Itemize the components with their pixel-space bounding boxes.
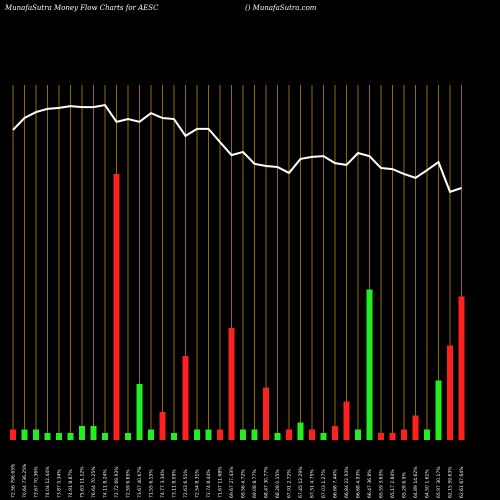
x-tick-label: 72.63 6.51% bbox=[183, 469, 189, 498]
volume-bar bbox=[297, 422, 304, 440]
x-tick-label: 66.68 4.93% bbox=[356, 469, 362, 498]
volume-bar bbox=[136, 384, 143, 440]
volume-bar bbox=[240, 429, 246, 440]
x-tick-label: 72.72 69.93% bbox=[114, 466, 120, 498]
x-tick-label: 66.84 22.93% bbox=[344, 466, 350, 498]
volume-bar bbox=[33, 429, 39, 440]
x-tick-label: 68.47 30.77% bbox=[264, 466, 270, 498]
volume-bar bbox=[79, 426, 85, 440]
x-tick-label: 65.59 3.63% bbox=[379, 469, 385, 498]
volume-bar bbox=[412, 415, 419, 440]
money-flow-line bbox=[12, 103, 462, 194]
volume-bar bbox=[389, 433, 396, 440]
x-tick-label: 69.56 4.72% bbox=[241, 469, 247, 498]
volume-bar bbox=[366, 289, 373, 440]
volume-bar bbox=[125, 433, 131, 440]
x-tick-label: 67.91 2.72% bbox=[287, 469, 293, 498]
x-tick-label: 71.55 6.15% bbox=[149, 469, 155, 498]
x-tick-label: 72.54 8.31% bbox=[195, 469, 201, 498]
x-tick-label: 74.77 3.34% bbox=[160, 469, 166, 498]
volume-bar bbox=[401, 429, 407, 440]
x-tick-label: 72.59 6.65% bbox=[126, 469, 132, 498]
volume-bar bbox=[447, 345, 453, 440]
volume-bar bbox=[286, 429, 292, 440]
x-tick-label: 64.89 14.62% bbox=[413, 466, 419, 498]
volume-bar bbox=[309, 429, 315, 440]
x-tick-label: 62.15 59.63% bbox=[448, 466, 454, 498]
x-tick-label: 67.31 4.75% bbox=[310, 469, 316, 498]
x-tick-label: 73.67 40.67% bbox=[137, 466, 143, 498]
x-tick-label: 69.67 27.43% bbox=[229, 466, 235, 498]
volume-bar bbox=[355, 429, 361, 440]
volume-bar bbox=[102, 433, 108, 440]
volume-bar bbox=[251, 429, 258, 440]
volume-bar bbox=[378, 433, 384, 440]
x-tick-label: 73.11 8.09% bbox=[172, 469, 178, 498]
x-tick-label: 68.28 0.15% bbox=[275, 469, 281, 498]
volume-bar bbox=[274, 433, 281, 440]
volume-bar bbox=[56, 433, 62, 440]
x-tick-label: 67.03 1.27% bbox=[321, 469, 327, 498]
volume-bar bbox=[10, 429, 16, 440]
volume-bar bbox=[205, 429, 212, 440]
volume-bar bbox=[435, 380, 442, 440]
x-tick-label: 66.66 7.44% bbox=[333, 469, 339, 498]
volume-bar bbox=[159, 412, 166, 440]
volume-bar bbox=[67, 433, 74, 440]
x-tick-label: 74.11 8.24% bbox=[103, 469, 109, 498]
x-tick-label: 66.47 36.8% bbox=[367, 469, 373, 498]
x-tick-label: 65.97 30.17% bbox=[436, 466, 442, 498]
x-tick-label: 73.87 0.34% bbox=[57, 469, 63, 498]
x-tick-label: 69.08 8.77% bbox=[252, 469, 258, 498]
x-tick-label: 73.67 70.36% bbox=[34, 466, 40, 498]
x-tick-label: 72.56 796.65% bbox=[11, 463, 17, 498]
x-tick-label: 65.28 6.9% bbox=[402, 472, 408, 498]
volume-bar bbox=[332, 426, 338, 440]
x-tick-label: 70.64 736.25% bbox=[22, 463, 28, 498]
chart-title: MunafaSutra Money Flow Charts for AESC bbox=[4, 4, 159, 12]
volume-bar bbox=[113, 174, 120, 440]
volume-bar bbox=[148, 429, 154, 440]
x-tick-label: 71.67 11.68% bbox=[218, 466, 224, 498]
volume-bar bbox=[44, 433, 51, 440]
volume-bar bbox=[263, 387, 269, 440]
volume-bar bbox=[21, 429, 28, 440]
volume-bar bbox=[171, 433, 177, 440]
volume-bar bbox=[424, 429, 430, 440]
chart-subtitle: () MunafaSutra.com bbox=[245, 4, 317, 12]
x-tick-label: 65.17 2.84% bbox=[390, 469, 396, 498]
x-tick-label: 76.64 70.25% bbox=[91, 466, 97, 498]
volume-bar bbox=[343, 401, 350, 440]
volume-bar bbox=[320, 433, 327, 440]
x-tick-label: 67.45 12.29% bbox=[298, 466, 304, 498]
volume-bar bbox=[90, 426, 97, 440]
x-tick-label: 64.50 1.61% bbox=[425, 469, 431, 498]
x-tick-label: 62.61 67.64% bbox=[459, 466, 465, 498]
volume-bar bbox=[194, 429, 200, 440]
volume-bar bbox=[458, 296, 465, 440]
x-tick-label: 75.63 11.12% bbox=[80, 466, 86, 498]
volume-bar bbox=[182, 356, 189, 440]
x-tick-label: 74.91 8.87% bbox=[68, 469, 74, 498]
x-tick-label: 74.04 12.44% bbox=[45, 466, 51, 498]
volume-bar bbox=[217, 429, 223, 440]
x-tick-label: 72.74 8.44% bbox=[206, 469, 212, 498]
volume-bar bbox=[228, 328, 235, 440]
